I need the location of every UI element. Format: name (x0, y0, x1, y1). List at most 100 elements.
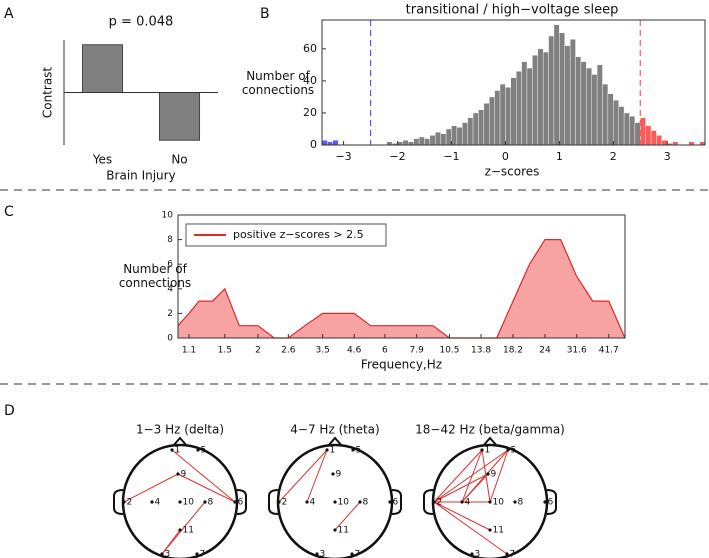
y-tick-label: 6 (167, 260, 173, 270)
bar (510, 77, 517, 146)
electrode-label: 4 (465, 498, 471, 508)
bar (483, 103, 490, 146)
bar (445, 128, 452, 146)
panel-label: B (260, 6, 270, 22)
bar (467, 117, 474, 146)
x-axis-label: z−scores (485, 165, 540, 179)
connection (177, 473, 236, 503)
electrode-label: 4 (155, 498, 161, 508)
electrode (315, 552, 319, 556)
x-tick-label: 3 (664, 150, 671, 163)
connection (433, 501, 508, 555)
electrode-label: 2 (127, 498, 133, 508)
y-tick-label: 8 (167, 235, 173, 245)
electrode (196, 448, 200, 452)
electrode (122, 500, 126, 504)
x-tick-label: 1 (556, 150, 563, 163)
connection (461, 473, 489, 503)
electrode-label: 9 (336, 470, 342, 480)
electrode (351, 448, 355, 452)
connection (123, 473, 179, 503)
nose (327, 436, 343, 447)
connection (489, 449, 509, 503)
ear (423, 489, 434, 515)
electrode-label: 2 (437, 498, 443, 508)
electrode-label: 10 (493, 498, 505, 508)
x-tick-label: 13.8 (471, 346, 491, 356)
bar (575, 56, 582, 146)
bar (634, 122, 641, 146)
electrode-label: 1 (330, 446, 336, 456)
nose (172, 436, 188, 447)
panel-label: C (4, 204, 14, 220)
electrode-label: 7 (355, 550, 361, 558)
x-tick-label: 1.1 (182, 346, 196, 356)
bar (596, 64, 603, 146)
electrode-label: 4 (310, 498, 316, 508)
bar (472, 112, 479, 146)
bar (618, 106, 625, 146)
connection (433, 501, 491, 531)
electrode (333, 500, 337, 504)
y-tick-label: 10 (162, 211, 174, 221)
bar (650, 130, 657, 146)
electrode-label: 6 (238, 498, 244, 508)
map-title: 4−7 Hz (theta) (290, 423, 379, 437)
legend-box (185, 223, 387, 247)
y-axis-label: Number of connections (241, 69, 315, 97)
electrode (233, 500, 237, 504)
electrode (178, 500, 182, 504)
x-tick-label: −3 (335, 150, 351, 163)
connection (334, 501, 361, 531)
electrode (333, 528, 337, 532)
bar (499, 83, 506, 146)
x-tick-label: 7.9 (409, 346, 424, 356)
bar (586, 67, 592, 146)
bar (591, 74, 598, 146)
electrode (170, 448, 174, 452)
bar (435, 131, 441, 146)
bar (515, 71, 522, 146)
electrode-label: 11 (183, 526, 194, 536)
ear (113, 489, 124, 515)
ear (391, 489, 402, 515)
bar (429, 135, 436, 146)
electrode-label: 3 (475, 550, 481, 558)
connection (306, 449, 328, 503)
bar (569, 39, 576, 146)
bar (656, 135, 663, 146)
x-tick-label: −1 (443, 150, 459, 163)
connection (433, 449, 509, 503)
panel-label: A (4, 6, 14, 22)
electrode (195, 552, 199, 556)
y-axis-label: Number of connections (118, 262, 192, 290)
legend-label: positive z−scores > 2.5 (233, 228, 364, 241)
electrode (543, 500, 547, 504)
x-tick-label: 2.6 (281, 346, 296, 356)
electrode (160, 552, 164, 556)
connection (161, 529, 181, 555)
x-axis-label: Frequency,Hz (361, 358, 442, 372)
x-tick-label: 6 (382, 346, 388, 356)
y-tick-label: 40 (303, 74, 317, 87)
bar (456, 127, 463, 146)
y-tick-label: 0 (310, 138, 317, 151)
x-axis-label: Brain Injury (106, 169, 175, 183)
electrode-label: 6 (548, 498, 554, 508)
electrode (488, 500, 492, 504)
bar (602, 83, 609, 146)
chart-title: transitional / high−voltage sleep (406, 3, 619, 18)
y-tick-label: 2 (167, 309, 173, 319)
electrode (460, 500, 464, 504)
electrode-label: 11 (338, 526, 349, 536)
bar (548, 35, 555, 146)
electrode (176, 472, 180, 476)
electrode-label: 7 (510, 550, 516, 558)
y-tick-label: 60 (303, 42, 317, 55)
electrode-label: 5 (201, 446, 207, 456)
connection (278, 449, 328, 503)
bar (418, 136, 425, 146)
axes-box (321, 19, 706, 146)
bar (613, 99, 619, 146)
